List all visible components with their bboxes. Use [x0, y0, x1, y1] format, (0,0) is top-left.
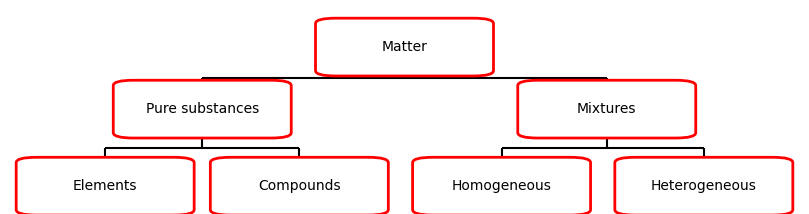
FancyBboxPatch shape [316, 18, 493, 76]
FancyBboxPatch shape [16, 157, 194, 214]
Text: Pure substances: Pure substances [146, 102, 259, 116]
Text: Mixtures: Mixtures [577, 102, 637, 116]
Text: Elements: Elements [73, 179, 138, 193]
Text: Heterogeneous: Heterogeneous [651, 179, 756, 193]
FancyBboxPatch shape [210, 157, 388, 214]
Text: Homogeneous: Homogeneous [451, 179, 552, 193]
FancyBboxPatch shape [615, 157, 793, 214]
Text: Compounds: Compounds [258, 179, 341, 193]
Text: Matter: Matter [382, 40, 427, 54]
FancyBboxPatch shape [518, 80, 696, 138]
FancyBboxPatch shape [113, 80, 291, 138]
FancyBboxPatch shape [413, 157, 591, 214]
